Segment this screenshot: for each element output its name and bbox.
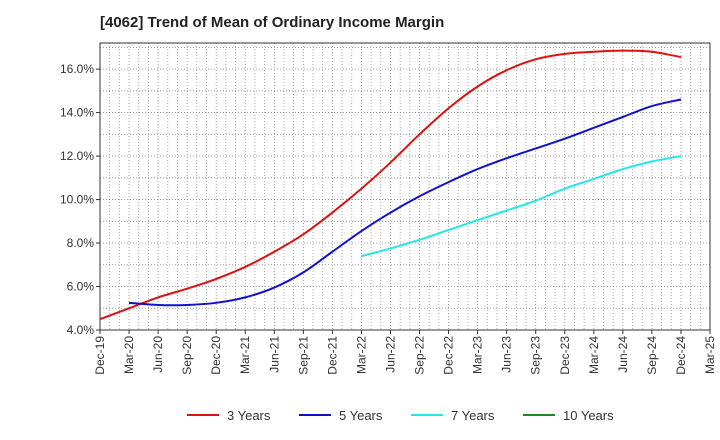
x-tick-label: Dec-20	[209, 336, 223, 375]
y-tick-label: 14.0%	[60, 106, 94, 120]
x-tick-label: Jun-23	[500, 336, 514, 373]
x-tick-label: Sep-20	[180, 336, 194, 375]
x-tick-label: Jun-22	[383, 336, 397, 373]
plot-area	[100, 43, 710, 330]
x-tick-label: Sep-21	[296, 336, 310, 375]
x-tick-label: Jun-24	[616, 336, 630, 373]
x-tick-label: Mar-22	[354, 336, 368, 374]
x-tick-label: Sep-22	[413, 336, 427, 375]
x-tick-label: Dec-23	[558, 336, 572, 375]
y-tick-label: 6.0%	[67, 280, 95, 294]
x-tick-label: Mar-25	[703, 336, 717, 374]
x-tick-label: Sep-23	[529, 336, 543, 375]
x-tick-label: Mar-23	[471, 336, 485, 374]
series-line-5-years	[128, 98, 682, 307]
x-tick-label: Mar-21	[238, 336, 252, 374]
x-tick-label: Dec-22	[442, 336, 456, 375]
y-tick-label: 4.0%	[67, 323, 95, 337]
series-line-7-years	[361, 155, 682, 258]
x-tick-label: Mar-20	[122, 336, 136, 374]
y-tick-label: 12.0%	[60, 149, 94, 163]
x-tick-label: Jun-21	[267, 336, 281, 373]
x-tick-label: Mar-24	[587, 336, 601, 374]
legend-label-3-years: 3 Years	[227, 408, 271, 423]
x-tick-label: Dec-24	[674, 336, 688, 375]
y-tick-label: 16.0%	[60, 62, 94, 76]
series-line-3-years	[99, 49, 682, 321]
legend-label-7-years: 7 Years	[451, 408, 495, 423]
y-tick-label: 8.0%	[67, 236, 95, 250]
x-tick-label: Dec-19	[93, 336, 107, 375]
legend-label-5-years: 5 Years	[339, 408, 383, 423]
x-tick-label: Jun-20	[151, 336, 165, 373]
x-tick-label: Dec-21	[325, 336, 339, 375]
x-tick-label: Sep-24	[645, 336, 659, 375]
plot-border	[99, 42, 711, 331]
legend-label-10-years: 10 Years	[563, 408, 614, 423]
chart-title: [4062] Trend of Mean of Ordinary Income …	[100, 14, 445, 31]
y-tick-label: 10.0%	[60, 193, 94, 207]
